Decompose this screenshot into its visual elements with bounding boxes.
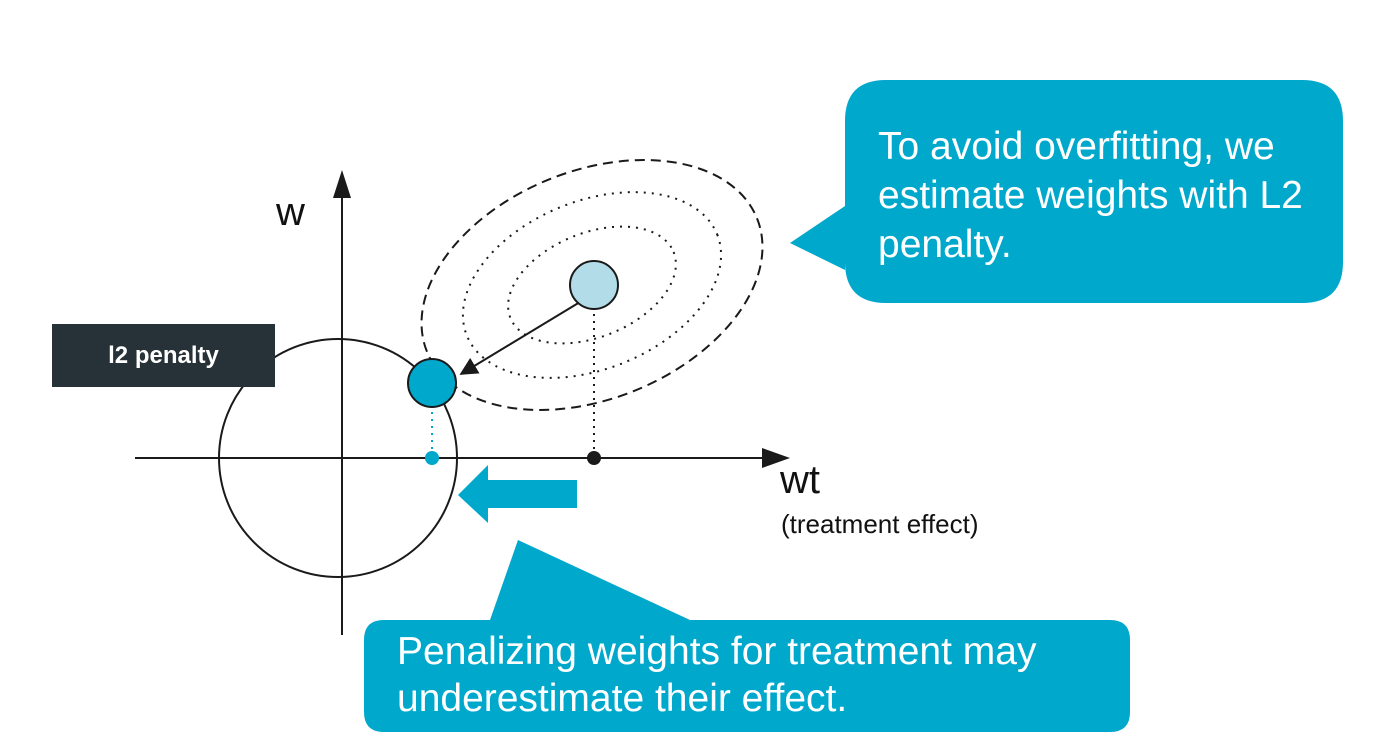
- penalized-estimate-point: [407, 358, 457, 408]
- shrinkage-arrow: [459, 301, 581, 375]
- underestimate-direction-arrow: [458, 465, 577, 523]
- l2-constraint-circle: [218, 338, 458, 578]
- loss-contour-middle: [461, 191, 723, 379]
- unpenalized-estimate-point: [569, 260, 619, 310]
- x-axis-arrowhead: [762, 448, 790, 468]
- loss-contour-inner: [507, 225, 677, 345]
- x-axis-label: wt: [780, 458, 820, 502]
- callout-top-text: To avoid overfitting, we estimate weight…: [878, 125, 1303, 266]
- unpenalized-wt-marker: [587, 451, 601, 465]
- loss-contour-outer: [420, 159, 764, 411]
- callout-bottom-bubble: [364, 540, 1130, 732]
- callout-top-bubble: [790, 80, 1343, 303]
- penalized-wt-marker: [425, 451, 439, 465]
- x-axis-sublabel: (treatment effect): [781, 509, 979, 539]
- callout-bottom-text: Penalizing weights for treatment may und…: [397, 630, 1037, 720]
- l2-penalty-label: l2 penalty: [52, 324, 275, 387]
- y-axis-arrowhead: [333, 170, 351, 198]
- y-axis-label: w: [276, 190, 305, 234]
